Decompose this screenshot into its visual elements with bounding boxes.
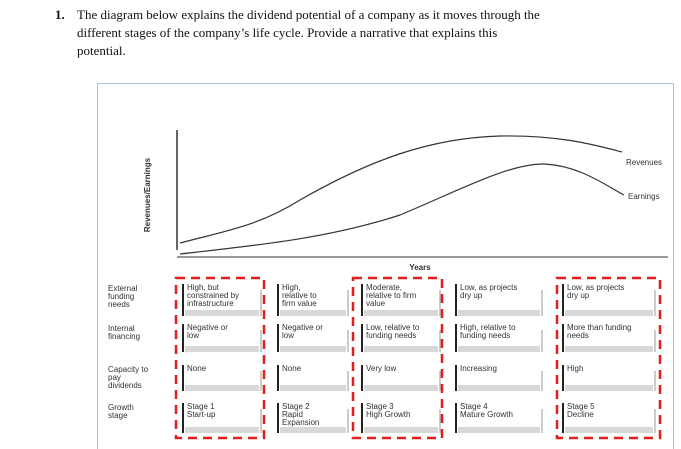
cell-text: Negative or (187, 323, 228, 332)
cell-text: constrained by (187, 291, 239, 300)
row-label: dividends (108, 381, 142, 390)
revenues-curve (179, 135, 623, 244)
row-label: Capacity to (108, 365, 149, 374)
cell-text: funding needs (460, 331, 510, 340)
cell-shadow (280, 346, 346, 352)
cell-shadow (280, 427, 346, 433)
row-label: stage (108, 411, 128, 420)
cell-shadow (458, 427, 540, 433)
cell-shadow (565, 427, 653, 433)
cell-text: Stage 3 (366, 402, 394, 411)
cell-text: None (187, 364, 207, 373)
cell-text: Decline (567, 410, 594, 419)
cell-shadow (364, 385, 438, 391)
cell-text: funding needs (366, 331, 416, 340)
highlight-box (555, 276, 662, 440)
cell-shadow (364, 310, 438, 316)
cell-text: relative to (282, 291, 317, 300)
cell-text: High Growth (366, 410, 410, 419)
cell-text: infrastructure (187, 299, 234, 308)
cell-text: High, (282, 283, 301, 292)
cell-text: Start-up (187, 410, 216, 419)
question-line: potential. (77, 43, 126, 58)
cell-text: value (366, 299, 386, 308)
cell-text: More than funding (567, 323, 632, 332)
row-label: Growth (108, 403, 134, 412)
earnings-curve (179, 163, 625, 255)
cell-text: low (282, 331, 294, 340)
x-axis-label: Years (409, 263, 431, 272)
cell-shadow (364, 346, 438, 352)
revenues-label: Revenues (626, 158, 662, 167)
cell-shadow (565, 346, 653, 352)
cell-shadow (458, 310, 540, 316)
cell-text: Stage 2 (282, 402, 310, 411)
cell-shadow (280, 310, 346, 316)
earnings-label: Earnings (628, 192, 660, 201)
cell-text: Low, as projects (460, 283, 517, 292)
diagram-frame (97, 83, 674, 449)
cell-text: relative to firm (366, 291, 417, 300)
row-label: pay (108, 373, 121, 382)
cell-text: None (282, 364, 302, 373)
highlight-box (174, 276, 266, 440)
question-number: 1. (55, 7, 65, 22)
cell-shadow (185, 427, 259, 433)
cell-shadow (185, 310, 259, 316)
row-label: financing (108, 332, 140, 341)
cell-text: Stage 1 (187, 402, 215, 411)
cell-text: dry up (567, 291, 590, 300)
cell-text: Very low (366, 364, 396, 373)
question-line: different stages of the company’s life c… (77, 25, 498, 40)
row-label: funding (108, 292, 134, 301)
cell-text: High, relative to (460, 323, 516, 332)
cell-shadow (458, 346, 540, 352)
cell-text: Moderate, (366, 283, 402, 292)
cell-text: needs (567, 331, 589, 340)
question-line: The diagram below explains the dividend … (77, 7, 540, 22)
highlight-box (351, 276, 444, 440)
row-label: needs (108, 300, 130, 309)
cell-text: Low, relative to (366, 323, 420, 332)
cell-text: Stage 5 (567, 402, 595, 411)
cell-text: Negative or (282, 323, 323, 332)
cell-text: Low, as projects (567, 283, 624, 292)
cell-text: High, but (187, 283, 220, 292)
cell-text: firm value (282, 299, 317, 308)
cell-text: High (567, 364, 583, 373)
cell-shadow (565, 385, 653, 391)
cell-text: Stage 4 (460, 402, 488, 411)
cell-text: low (187, 331, 199, 340)
cell-shadow (458, 385, 540, 391)
cell-shadow (185, 346, 259, 352)
cell-text: Expansion (282, 418, 319, 427)
cell-text: Rapid (282, 410, 303, 419)
cell-shadow (280, 385, 346, 391)
cell-text: dry up (460, 291, 483, 300)
cell-text: Mature Growth (460, 410, 513, 419)
cell-shadow (565, 310, 653, 316)
row-label: External (108, 284, 138, 293)
cell-text: Increasing (460, 364, 497, 373)
cell-shadow (185, 385, 259, 391)
y-axis-label: Revenues/Earnings (143, 157, 152, 232)
row-label: Internal (108, 324, 135, 333)
cell-shadow (364, 427, 438, 433)
